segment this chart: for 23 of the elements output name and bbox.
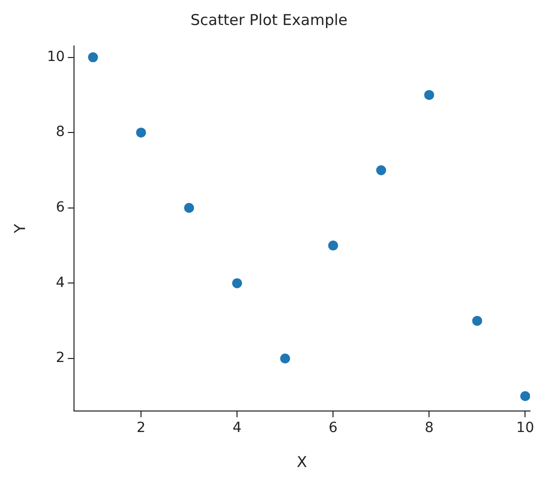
- point: [184, 202, 194, 213]
- x-tick-label: 10: [516, 420, 534, 436]
- point: [280, 353, 290, 364]
- point: [328, 240, 338, 251]
- x-tick-label: 2: [136, 420, 146, 436]
- y-tick-label: 2: [56, 350, 65, 366]
- point: [472, 316, 482, 326]
- point: [88, 52, 98, 62]
- x-tick-label: 6: [328, 420, 338, 436]
- y-tick-label: 4: [56, 274, 65, 291]
- x-tick-label: 4: [232, 420, 242, 436]
- point: [520, 391, 530, 402]
- chart-title: Scatter Plot Example: [190, 10, 348, 29]
- y-tick-label: 6: [56, 200, 65, 216]
- point: [424, 90, 434, 100]
- y-tick-label: 8: [56, 124, 65, 140]
- x-axis-title: X: [296, 452, 308, 471]
- point: [136, 128, 146, 138]
- point: [232, 278, 242, 288]
- point: [376, 165, 386, 176]
- y-tick-label: 10: [46, 48, 65, 65]
- y-axis-title: Y: [10, 223, 29, 234]
- x-tick-label: 8: [424, 420, 434, 436]
